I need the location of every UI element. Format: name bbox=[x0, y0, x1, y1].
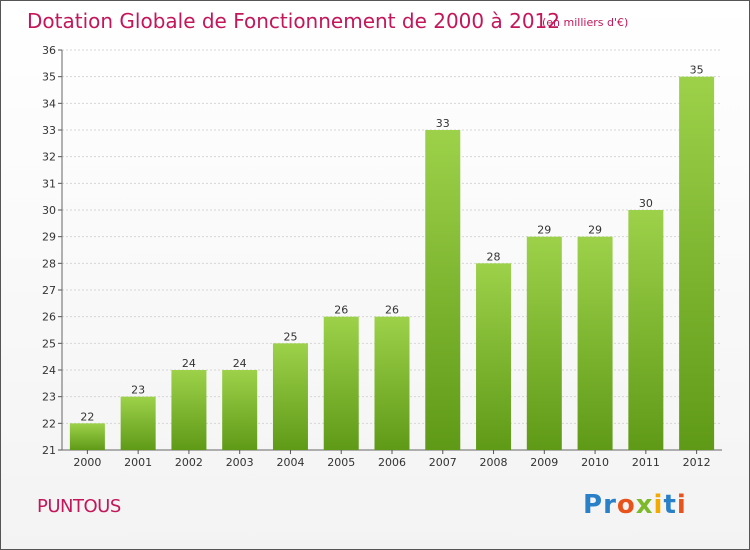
logo-letter: i bbox=[653, 490, 664, 520]
bar bbox=[323, 316, 359, 450]
x-tick-label: 2005 bbox=[327, 456, 355, 469]
x-tick-label: 2007 bbox=[429, 456, 457, 469]
value-label: 25 bbox=[283, 330, 297, 343]
logo-letter: o bbox=[616, 490, 636, 520]
logo-letter: t bbox=[663, 490, 677, 520]
value-label: 23 bbox=[131, 384, 145, 397]
y-tick-label: 23 bbox=[42, 391, 56, 404]
value-label: 26 bbox=[334, 304, 348, 317]
y-tick-label: 34 bbox=[42, 97, 56, 110]
bar bbox=[577, 236, 613, 450]
commune-name: PUNTOUS bbox=[37, 496, 121, 517]
x-tick-label: 2012 bbox=[683, 456, 711, 469]
bar bbox=[679, 76, 715, 451]
bar bbox=[222, 370, 258, 450]
y-tick-label: 22 bbox=[42, 417, 56, 430]
logo-letter: i bbox=[676, 490, 687, 520]
x-tick-label: 2011 bbox=[632, 456, 660, 469]
y-tick-label: 24 bbox=[42, 364, 56, 377]
y-tick-labels: 21 22 23 24 25 26 27 28 29 30 31 32 33 34 35 36 bbox=[42, 44, 56, 457]
y-tick-label: 29 bbox=[42, 231, 56, 244]
y-tick-label: 32 bbox=[42, 151, 56, 164]
value-label: 26 bbox=[385, 304, 399, 317]
proxiti-logo: Proxiti bbox=[583, 490, 687, 520]
y-tick-label: 35 bbox=[42, 71, 56, 84]
logo-letter: P bbox=[583, 490, 604, 520]
y-tick-label: 26 bbox=[42, 311, 56, 324]
x-tick-label: 2010 bbox=[581, 456, 609, 469]
bar bbox=[628, 210, 664, 450]
bar bbox=[526, 236, 562, 450]
y-tick-label: 28 bbox=[42, 257, 56, 270]
x-tick-label: 2001 bbox=[124, 456, 152, 469]
logo-letter: r bbox=[603, 490, 617, 520]
x-tick-label: 2006 bbox=[378, 456, 406, 469]
logo-letter: x bbox=[635, 490, 654, 520]
y-tick-label: 30 bbox=[42, 204, 56, 217]
value-label: 29 bbox=[537, 224, 551, 237]
chart-subtitle: (en milliers d'€) bbox=[542, 16, 629, 29]
bar bbox=[476, 263, 512, 450]
y-tick-label: 36 bbox=[42, 44, 56, 57]
x-tick-labels: 2000 2001 2002 2003 2004 2005 2006 2007 2008 2009… bbox=[73, 456, 710, 469]
chart-title: Dotation Globale de Fonctionnement de 20… bbox=[27, 9, 560, 33]
bars bbox=[69, 76, 715, 451]
x-tick-label: 2000 bbox=[73, 456, 101, 469]
value-label: 35 bbox=[690, 64, 704, 77]
x-tick-label: 2004 bbox=[276, 456, 304, 469]
bar bbox=[374, 316, 410, 450]
value-label: 33 bbox=[436, 117, 450, 130]
y-tick-label: 33 bbox=[42, 124, 56, 137]
x-tick-label: 2002 bbox=[175, 456, 203, 469]
value-label: 28 bbox=[487, 250, 501, 263]
value-label: 30 bbox=[639, 197, 653, 210]
value-label: 24 bbox=[233, 357, 247, 370]
bar bbox=[425, 130, 461, 450]
bar bbox=[171, 370, 207, 450]
value-labels: 22 23 24 24 25 26 26 33 28 29 29 30 35 bbox=[80, 64, 703, 424]
x-tick-label: 2009 bbox=[530, 456, 558, 469]
y-tick-label: 31 bbox=[42, 177, 56, 190]
y-tick-label: 25 bbox=[42, 337, 56, 350]
y-tick-label: 27 bbox=[42, 284, 56, 297]
bar bbox=[120, 396, 156, 450]
bar bbox=[69, 423, 105, 450]
value-label: 24 bbox=[182, 357, 196, 370]
x-tick-label: 2003 bbox=[226, 456, 254, 469]
bar bbox=[272, 343, 308, 450]
value-label: 29 bbox=[588, 224, 602, 237]
value-label: 22 bbox=[80, 410, 94, 423]
y-tick-label: 21 bbox=[42, 444, 56, 457]
x-tick-label: 2008 bbox=[480, 456, 508, 469]
